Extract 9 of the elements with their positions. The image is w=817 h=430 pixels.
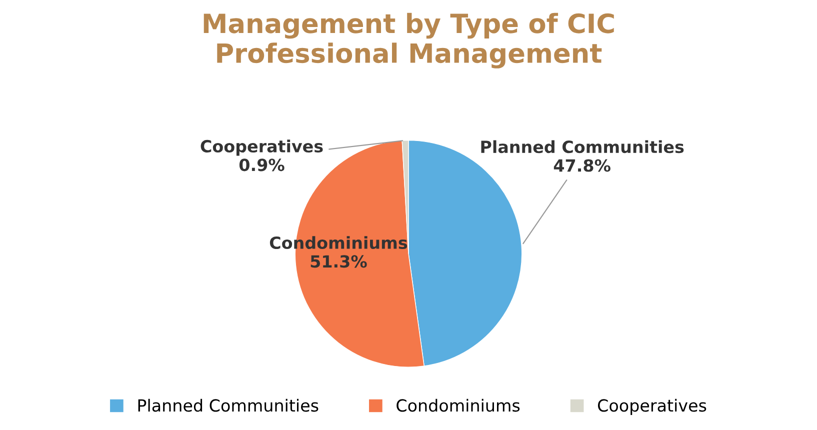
slice-label: Cooperatives — [200, 140, 323, 156]
data-label: 47.8% — [554, 159, 610, 172]
slice-label: Planned Communities — [481, 140, 684, 154]
data-label: 0.9% — [239, 158, 284, 172]
legend-label: Cooperatives — [598, 398, 706, 415]
chart-title: Management by Type of CIC Professional Management — [204, 12, 614, 68]
legend-label: Planned Communities — [138, 398, 318, 412]
data-label: 51.3% — [310, 255, 367, 268]
legend-label: Condominiums — [396, 398, 520, 412]
